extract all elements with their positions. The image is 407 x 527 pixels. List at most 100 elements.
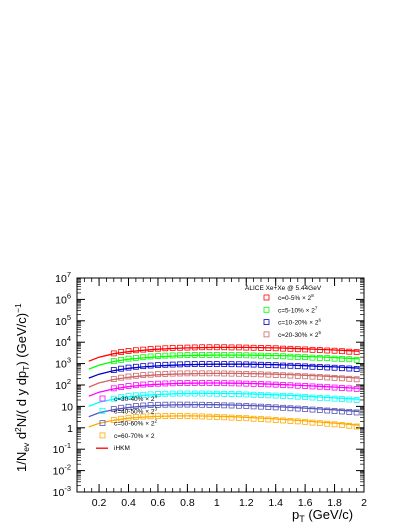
data-point (110, 350, 117, 357)
data-point (147, 413, 154, 420)
data-point (213, 402, 220, 409)
data-point (339, 348, 345, 355)
data-point (191, 361, 198, 367)
data-point (331, 421, 338, 428)
data-point (110, 395, 117, 402)
data-point (162, 361, 169, 368)
data-point (213, 380, 220, 386)
data-point (302, 406, 309, 412)
data-point (324, 407, 331, 414)
data-point (140, 413, 147, 420)
y-tick-label: 10-1 (53, 441, 71, 456)
data-point (353, 423, 360, 430)
y-tick-label: 107 (55, 270, 71, 285)
data-point (265, 381, 272, 388)
data-point (294, 405, 301, 412)
data-point (302, 383, 309, 389)
data-point (265, 416, 272, 423)
data-point (272, 381, 279, 388)
data-point (228, 344, 235, 351)
data-point (346, 422, 353, 429)
data-point (110, 367, 117, 373)
data-point (235, 344, 242, 351)
data-point (118, 404, 125, 411)
data-point (309, 406, 316, 413)
data-point (132, 363, 139, 370)
data-point (132, 372, 139, 379)
data-point (235, 352, 242, 358)
legend-marker-7 (99, 432, 106, 439)
data-point (221, 344, 228, 351)
data-point (265, 392, 272, 399)
data-point (243, 380, 250, 387)
data-point (258, 345, 264, 351)
data-point (309, 354, 316, 361)
plot-frame (76, 277, 365, 493)
data-point (331, 408, 338, 414)
data-point (213, 414, 220, 420)
data-point (309, 346, 316, 353)
data-point (221, 390, 228, 397)
data-point (132, 347, 139, 354)
data-point (169, 390, 176, 397)
axis-ticks (77, 277, 365, 493)
data-point (272, 392, 279, 399)
y-axis-part-0: 1/N (14, 452, 29, 472)
data-point (228, 361, 235, 368)
data-point (147, 391, 154, 398)
data-point (228, 380, 235, 387)
data-point (316, 354, 323, 361)
data-point (339, 396, 345, 402)
data-point (191, 370, 198, 377)
data-point (287, 345, 294, 352)
data-point (118, 365, 125, 372)
data-point (125, 348, 132, 354)
data-point (287, 372, 294, 379)
data-point (316, 364, 323, 370)
data-point (177, 390, 183, 397)
y-axis-title: 1/Nev d2N/( d y dpT) (GeV/c)−1 (13, 303, 31, 472)
data-point (243, 391, 250, 398)
data-point (302, 418, 309, 425)
data-point (206, 344, 213, 351)
y-axis-part-5: T (21, 366, 31, 371)
data-point (353, 385, 360, 392)
data-point (280, 362, 286, 369)
data-point (184, 344, 191, 351)
y-tick-label: 104 (55, 334, 71, 349)
x-tick-label: 1.8 (327, 497, 342, 509)
x-tick-label: 0.8 (180, 497, 195, 509)
data-point (331, 374, 338, 381)
data-point (228, 352, 235, 358)
legend-label-2: c=10-20% × 26 (278, 318, 321, 327)
data-point (258, 361, 264, 368)
data-point (162, 380, 169, 387)
data-point (294, 373, 301, 379)
legend-label-7: c=60-70% × 2 (114, 433, 155, 440)
data-point (316, 407, 323, 413)
data-point (324, 364, 331, 371)
data-point (324, 374, 331, 381)
data-point (162, 352, 169, 359)
x-tick-label: 1 (214, 497, 220, 509)
data-point (206, 352, 213, 358)
y-axis-part-7: −1 (13, 303, 23, 313)
data-point (184, 370, 191, 377)
data-point (294, 418, 301, 425)
data-point (280, 353, 286, 360)
x-axis-title: pT (GeV/c) (292, 507, 353, 524)
y-tick-label: 105 (55, 313, 71, 328)
data-point (265, 362, 272, 368)
data-point (228, 370, 235, 377)
data-point (316, 420, 323, 427)
data-point (353, 366, 360, 372)
data-point (250, 415, 257, 422)
data-point (132, 392, 139, 399)
data-point (184, 352, 191, 358)
data-point (169, 380, 176, 387)
data-point (199, 390, 206, 397)
data-point (213, 344, 220, 351)
data-point (132, 403, 139, 409)
data-point (213, 370, 220, 377)
data-point (184, 361, 191, 368)
